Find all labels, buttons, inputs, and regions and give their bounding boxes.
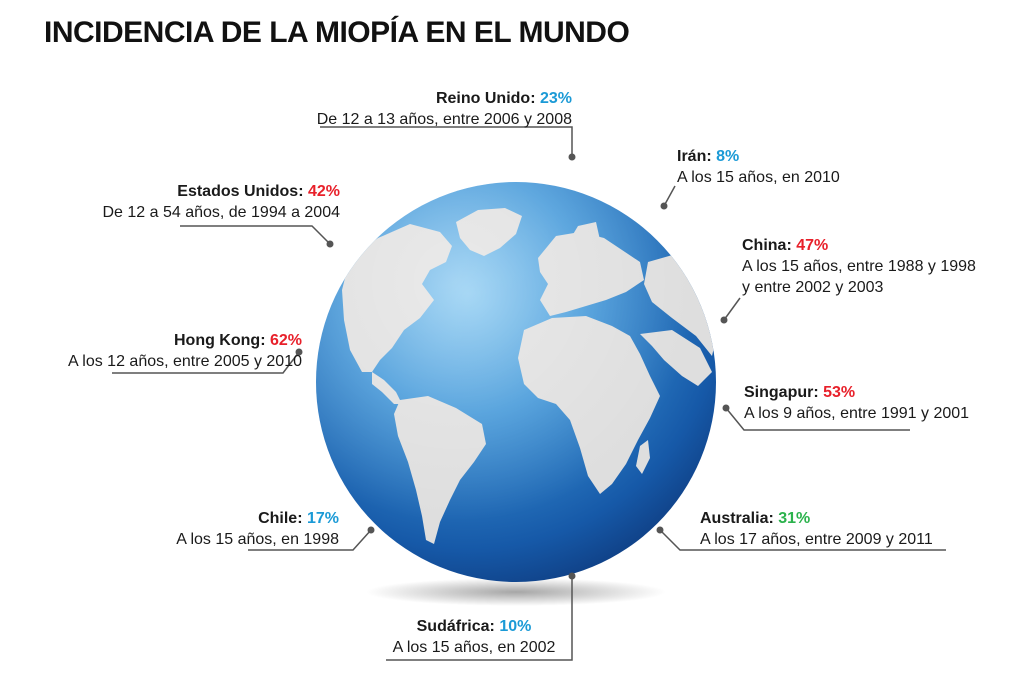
sudafrica-leader-line — [386, 576, 573, 661]
country-name: Hong Kong — [173, 332, 261, 349]
callout-reino-unido: Reino Unido: 23% De 12 a 13 años, entre 2… — [317, 88, 572, 130]
singapur-leader-line — [725, 407, 910, 431]
estados-unidos-leader-line — [180, 225, 331, 245]
estados-unidos-heading: Estados Unidos: 42% — [177, 183, 340, 200]
reino-unido-leader-dot — [568, 153, 576, 161]
incidence-percent: 53% — [823, 384, 856, 401]
iran-leader-dot — [660, 202, 668, 210]
australia-description-line: A los 17 años, entre 2009 y 2011 — [700, 531, 933, 548]
australia-leader-dot — [656, 526, 664, 534]
chile-description-line: A los 15 años, en 1998 — [176, 531, 339, 548]
incidence-percent: 42% — [307, 183, 340, 200]
incidence-percent: 10% — [499, 618, 532, 635]
estados-unidos-description-line: De 12 a 54 años, de 1994 a 2004 — [102, 204, 340, 221]
globe-shadow — [366, 578, 666, 606]
singapur-description-line: A los 9 años, entre 1991 y 2001 — [744, 405, 970, 422]
country-name: Estados Unidos — [177, 183, 299, 200]
country-name: Irán — [677, 148, 707, 165]
chile-heading: Chile: 17% — [258, 510, 339, 527]
hong-kong-description-line: A los 12 años, entre 2005 y 2010 — [68, 353, 302, 370]
country-name: Sudáfrica — [416, 618, 490, 635]
sudafrica-description-line: A los 15 años, en 2002 — [392, 639, 556, 656]
china-heading: China: 47% — [742, 237, 829, 254]
callout-hong-kong: Hong Kong: 62% A los 12 años, entre 2005 … — [68, 330, 302, 372]
incidence-percent: 31% — [778, 510, 811, 527]
callout-singapur: Singapur: 53% A los 9 años, entre 1991 y … — [744, 382, 969, 424]
page-title: INCIDENCIA DE LA MIOPÍA EN EL MUNDO — [44, 16, 630, 49]
sudafrica-heading: Sudáfrica: 10% — [416, 618, 532, 635]
iran-description-line: A los 15 años, en 2010 — [677, 169, 840, 186]
reino-unido-description-line: De 12 a 13 años, entre 2006 y 2008 — [316, 111, 572, 128]
china-description-line: y entre 2002 y 2003 — [742, 279, 884, 296]
iran-heading: Irán: 8% — [677, 148, 740, 165]
china-description-line: A los 15 años, entre 1988 y 1998 — [742, 258, 976, 275]
reino-unido-leader-line — [320, 126, 573, 157]
incidence-percent: 62% — [269, 332, 302, 349]
globe-shine — [316, 182, 716, 582]
callout-china: China: 47% A los 15 años, entre 1988 y 19… — [742, 235, 976, 298]
chile-leader-dot — [367, 526, 375, 534]
australia-heading: Australia: 31% — [700, 510, 811, 527]
callout-chile: Chile: 17% A los 15 años, en 1998 — [176, 508, 339, 550]
estados-unidos-leader-dot — [326, 240, 334, 248]
country-name: Australia — [700, 510, 769, 527]
country-name: China — [742, 237, 787, 254]
sudafrica-leader-dot — [568, 572, 576, 580]
callout-iran: Irán: 8% A los 15 años, en 2010 — [677, 146, 840, 188]
country-name: Reino Unido — [435, 90, 531, 107]
singapur-heading: Singapur: 53% — [744, 384, 856, 401]
incidence-percent: 47% — [796, 237, 829, 254]
callout-australia: Australia: 31% A los 17 años, entre 2009 … — [700, 508, 933, 550]
hong-kong-leader-dot — [295, 348, 303, 356]
hong-kong-heading: Hong Kong: 62% — [173, 332, 302, 349]
australia-leader-line — [659, 529, 946, 551]
incidence-percent: 8% — [716, 148, 740, 165]
callout-sudafrica: Sudáfrica: 10% A los 15 años, en 2002 — [374, 616, 574, 658]
reino-unido-heading: Reino Unido: 23% — [435, 90, 572, 107]
incidence-percent: 23% — [539, 90, 572, 107]
callout-estados-unidos: Estados Unidos: 42% De 12 a 54 años, de 1… — [102, 181, 340, 223]
hong-kong-leader-line — [112, 351, 300, 374]
china-leader-line — [723, 297, 741, 321]
china-leader-dot — [720, 316, 728, 324]
incidence-percent: 17% — [306, 510, 339, 527]
chile-leader-line — [248, 529, 372, 551]
country-name: Singapur — [744, 384, 814, 401]
country-name: Chile — [258, 510, 298, 527]
singapur-leader-dot — [722, 404, 730, 412]
iran-leader-line — [663, 185, 676, 207]
